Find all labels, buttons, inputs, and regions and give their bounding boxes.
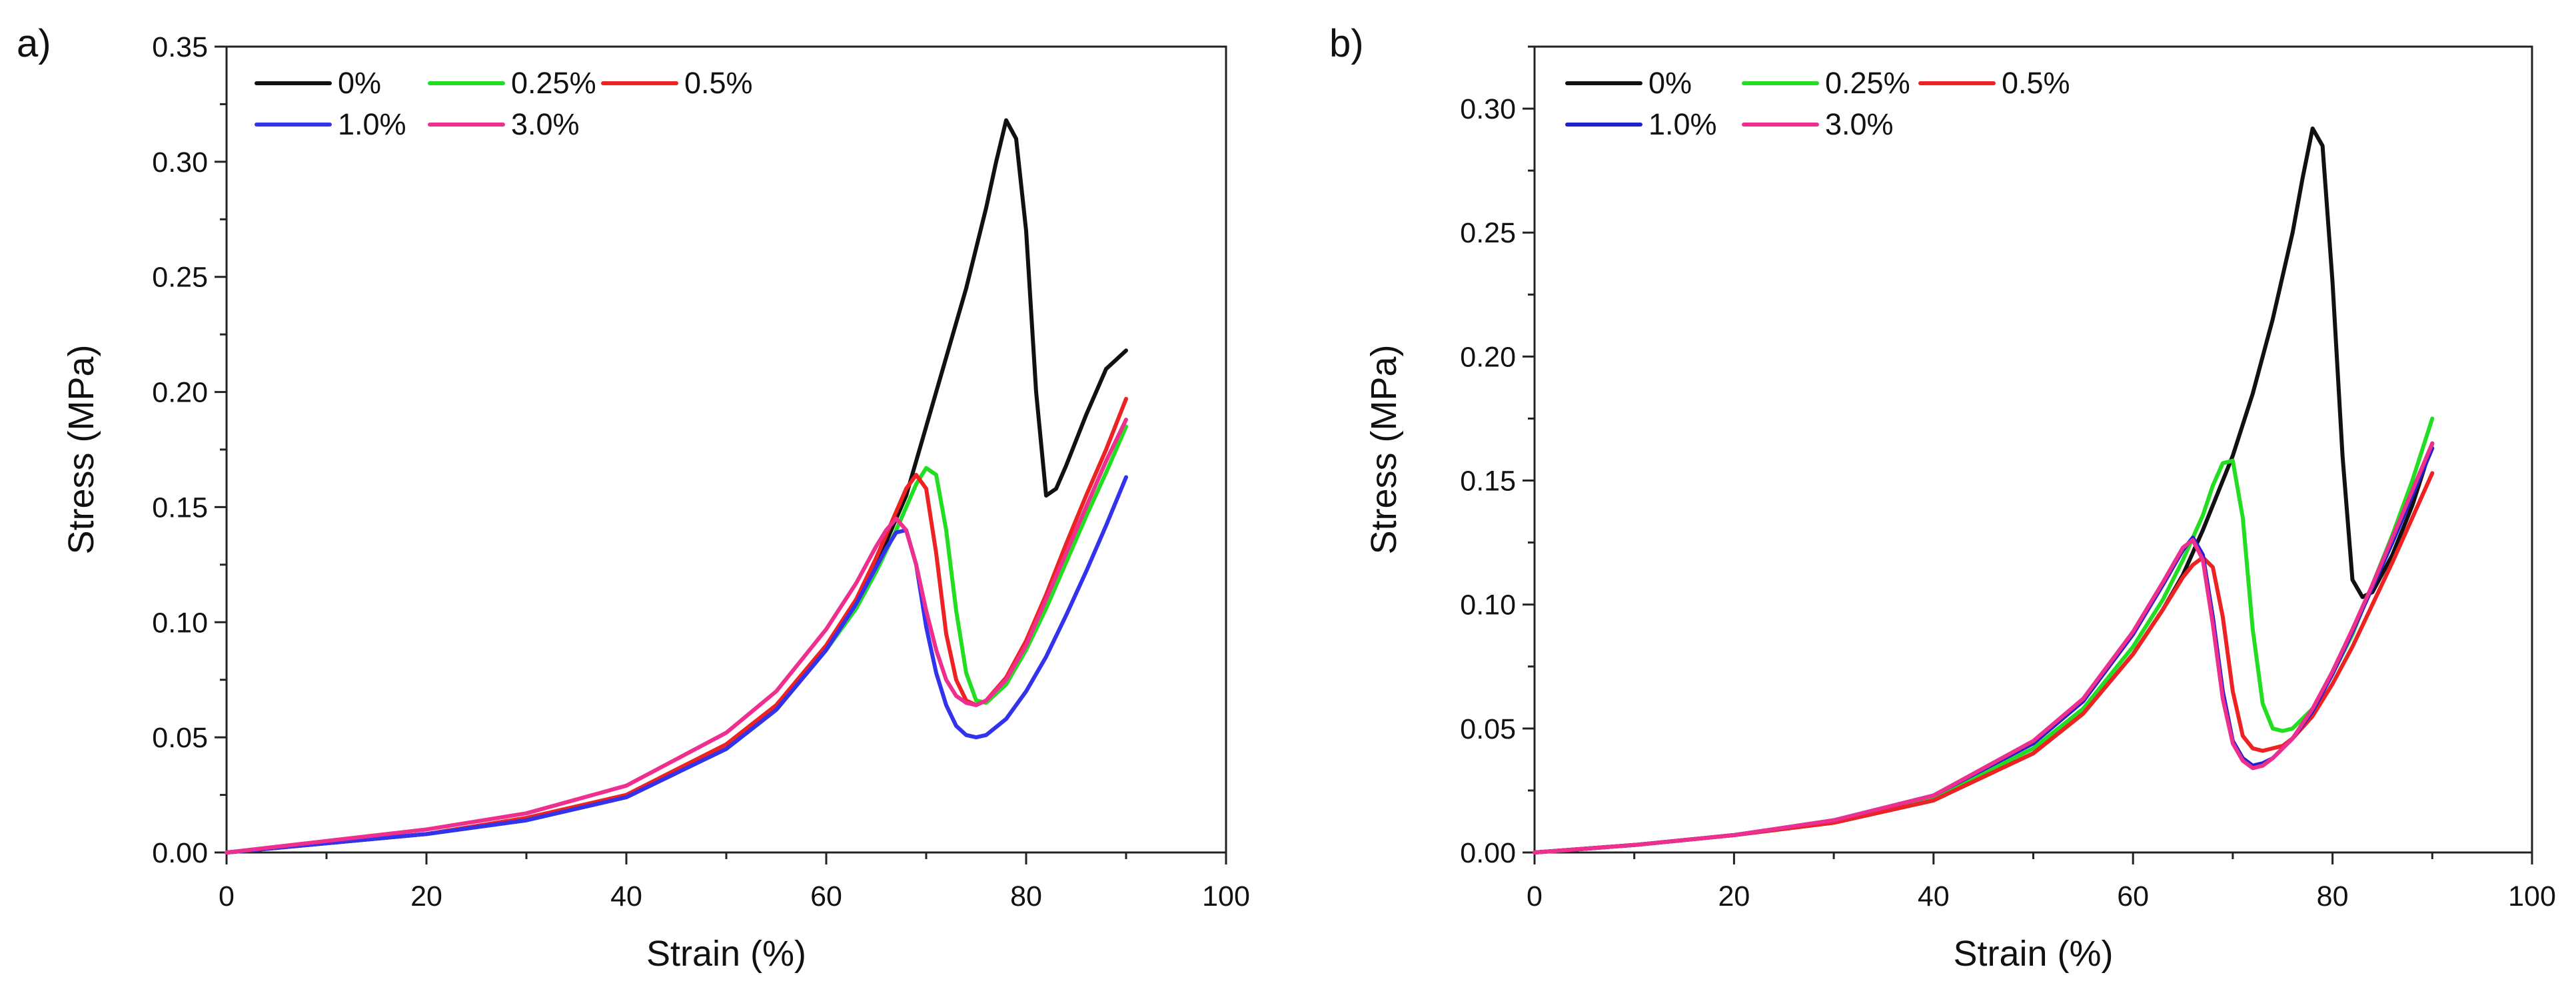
legend-label: 3.0% (511, 107, 580, 141)
y-axis-title: Stress (MPa) (61, 344, 101, 554)
x-tick-label: 20 (410, 880, 442, 912)
y-axis-title: Stress (MPa) (1364, 344, 1404, 554)
series-line-0pct (1533, 126, 2435, 854)
y-tick-label: 0.15 (152, 492, 208, 523)
y-tick-label: 0.00 (152, 837, 208, 869)
x-tick-label: 40 (610, 880, 642, 912)
legend-label: 0.5% (684, 66, 753, 100)
x-tick-label: 100 (2508, 880, 2556, 912)
legend-label: 3.0% (1825, 107, 1894, 141)
chart-panel-a: a) 0 20 40 60 80 100 0.00 0.05 0.10 0.15 0.20 0.25 0.… (17, 22, 1250, 974)
series-line-0_5pct (225, 396, 1128, 854)
panel-label: a) (17, 22, 51, 65)
y-tick-label: 0.00 (1460, 837, 1516, 869)
series-line-0_25pct (1533, 416, 2435, 854)
y-tick-label: 0.10 (1460, 589, 1516, 621)
x-axis-title: Strain (%) (1953, 934, 2113, 974)
series-line-0pct (225, 118, 1128, 854)
legend-label: 0% (1648, 66, 1692, 100)
x-tick-label: 40 (1918, 880, 1950, 912)
x-tick-label: 80 (2317, 880, 2349, 912)
x-tick-label: 0 (1527, 880, 1543, 912)
x-tick-label: 20 (1718, 880, 1750, 912)
y-tick-label: 0.25 (152, 262, 208, 294)
y-tick-label: 0.35 (152, 31, 208, 63)
series-line-0_25pct (225, 424, 1128, 854)
legend-label: 0.25% (511, 66, 596, 100)
x-tick-label: 0 (219, 880, 235, 912)
x-tick-label: 60 (810, 880, 842, 912)
x-tick-label: 60 (2117, 880, 2149, 912)
y-tick-label: 0.05 (152, 722, 208, 754)
x-axis-title: Strain (%) (646, 934, 806, 974)
x-tick-label: 80 (1010, 880, 1042, 912)
series-line-0_5pct (1533, 471, 2435, 854)
legend-label: 1.0% (338, 107, 406, 141)
series-line-3_0pct (225, 418, 1128, 854)
y-tick-label: 0.25 (1460, 217, 1516, 249)
chart-panel-b: b) 0 20 40 60 80 100 0.00 0.05 0.10 0.15 0.20 0.25 0.… (1329, 22, 2556, 974)
y-tick-label: 0.30 (1460, 93, 1516, 125)
series-line-1_0pct (225, 475, 1128, 854)
series-line-1_0pct (1533, 446, 2435, 854)
y-tick-label: 0.30 (152, 147, 208, 178)
plot-frame (1533, 45, 2533, 854)
series-line-3_0pct (1533, 441, 2435, 854)
legend-label: 0.25% (1825, 66, 1910, 100)
legend-label: 0.5% (2002, 66, 2070, 100)
y-tick-label: 0.20 (152, 377, 208, 409)
panel-label: b) (1329, 22, 1364, 65)
y-tick-label: 0.20 (1460, 341, 1516, 373)
x-tick-label: 100 (1202, 880, 1250, 912)
legend-label: 0% (338, 66, 381, 100)
y-tick-label: 0.15 (1460, 466, 1516, 497)
y-tick-label: 0.10 (152, 607, 208, 639)
legend-label: 1.0% (1648, 107, 1717, 141)
y-tick-label: 0.05 (1460, 713, 1516, 745)
